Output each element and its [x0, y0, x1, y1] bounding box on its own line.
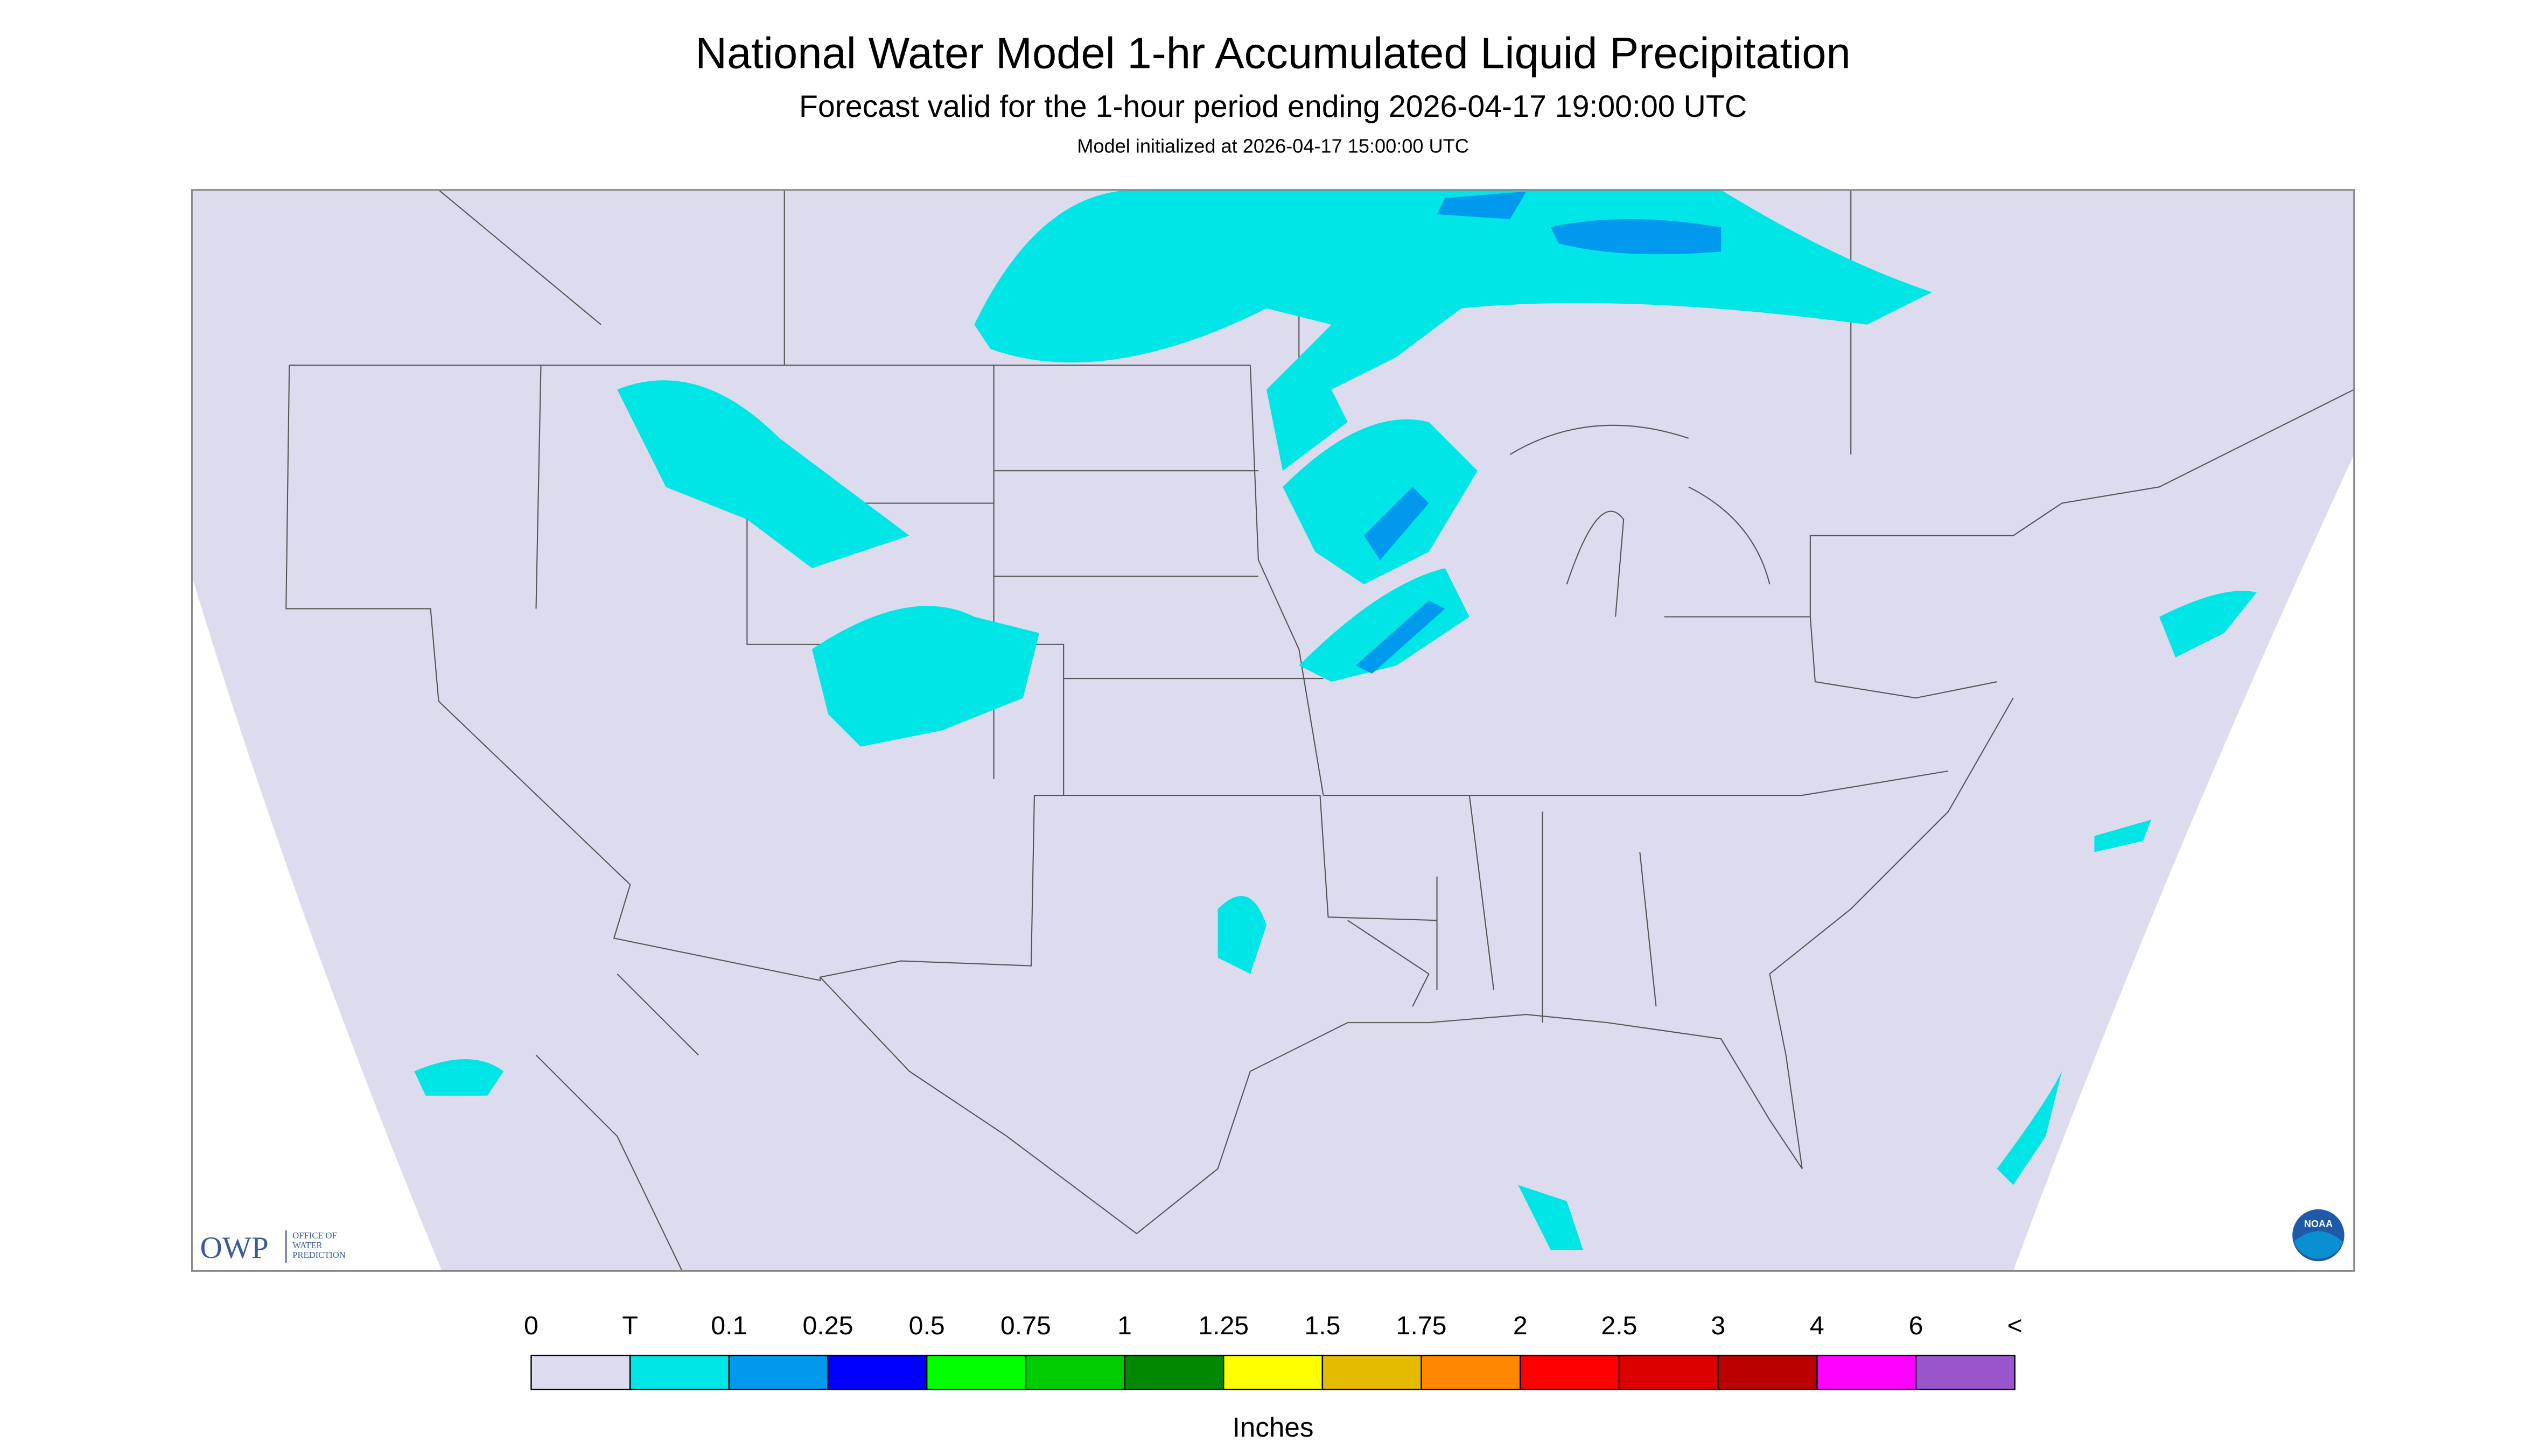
legend-swatch — [629, 1354, 730, 1390]
legend-swatch — [1025, 1354, 1125, 1390]
map — [191, 189, 2355, 1272]
legend-label: 0.1 — [711, 1311, 747, 1340]
noaa-logo-text: NOAA — [2304, 1219, 2333, 1229]
legend-swatch — [1421, 1354, 1521, 1390]
owp-logo-line: WATER — [292, 1240, 323, 1250]
legend-label: 0 — [524, 1311, 538, 1340]
legend-swatch — [1618, 1354, 1719, 1390]
legend-label: 2.5 — [1601, 1311, 1637, 1340]
legend-swatch — [728, 1354, 829, 1390]
legend-label: 0.25 — [803, 1311, 853, 1340]
precip-heavy-north — [1437, 191, 1722, 255]
legend-label: 0.5 — [909, 1311, 945, 1340]
legend-swatch — [1816, 1354, 1917, 1390]
legend-swatch — [530, 1354, 631, 1390]
model-domain — [192, 190, 2354, 1271]
legend-swatch — [926, 1354, 1027, 1390]
precip-offshore — [2094, 820, 2151, 852]
legend-label: 2 — [1513, 1311, 1528, 1340]
owp-logo-line: PREDICTION — [292, 1250, 345, 1260]
precip-gulf — [1518, 1185, 1583, 1250]
legend-swatch — [827, 1354, 928, 1390]
legend-swatch — [1321, 1354, 1422, 1390]
init-time: Model initialized at 2026-04-17 15:00:00… — [1077, 135, 1469, 157]
owp-logo: OWP OFFICE OF WATER PREDICTION — [200, 1230, 346, 1265]
legend-label: 6 — [1909, 1311, 1923, 1340]
precip-montana — [617, 380, 909, 569]
precip-bahamas — [1997, 1071, 2062, 1185]
precip-illinois — [1299, 568, 1470, 682]
precipitation-areas — [414, 190, 2257, 1250]
noaa-logo: NOAA — [2292, 1209, 2345, 1262]
legend-label: 4 — [1810, 1311, 1824, 1340]
owp-logo-line: OFFICE OF — [292, 1230, 337, 1241]
legend-label: 3 — [1711, 1311, 1725, 1340]
legend-units: Inches — [1233, 1412, 1314, 1443]
precip-wisconsin — [1283, 419, 1478, 585]
legend-swatch — [1124, 1354, 1224, 1390]
legend-swatch — [1223, 1354, 1324, 1390]
title: National Water Model 1-hr Accumulated Li… — [695, 29, 1850, 78]
precip-atlantic — [2159, 591, 2257, 657]
subtitle: Forecast valid for the 1-hour period end… — [799, 89, 1747, 124]
legend-label: 1.5 — [1304, 1311, 1340, 1340]
owp-logo-text: OWP — [200, 1231, 268, 1265]
legend-swatch — [1717, 1354, 1818, 1390]
precip-north — [974, 190, 1932, 471]
noaa-logo-wave — [2294, 1231, 2343, 1259]
map-frame — [191, 189, 2355, 1272]
precip-baja — [414, 1059, 504, 1096]
legend-label: T — [622, 1311, 638, 1340]
precip-heavy-band — [1355, 487, 1445, 674]
precip-colorado — [811, 606, 1039, 747]
legend: Inches 0 T 0.1 0.25 0.5 0.75 1 1.25 1.5 1.75 2 2.5 3… — [524, 1311, 2023, 1443]
precip-texas — [1217, 896, 1266, 974]
legend-label: 1 — [1117, 1311, 1132, 1340]
legend-swatch — [1520, 1354, 1620, 1390]
legend-label: 0.75 — [1000, 1311, 1051, 1340]
legend-label: 1.25 — [1198, 1311, 1249, 1340]
legend-swatch — [1915, 1354, 2016, 1390]
legend-label: < — [2007, 1311, 2023, 1340]
legend-label: 1.75 — [1396, 1311, 1447, 1340]
